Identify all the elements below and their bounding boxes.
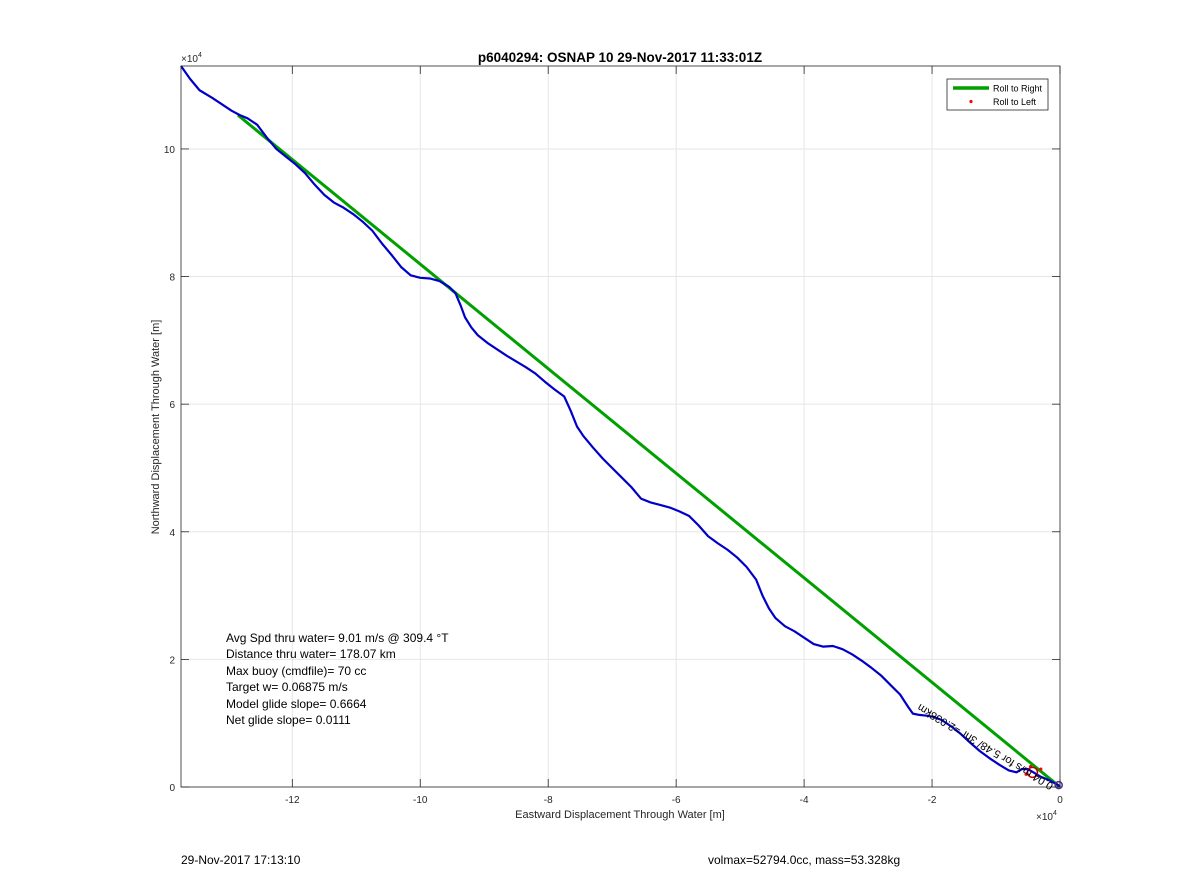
legend-label-roll-right: Roll to Right xyxy=(993,84,1043,94)
y-tick-label: 6 xyxy=(169,400,175,411)
x-tick-label: -2 xyxy=(928,795,937,806)
y-exponent-label: ×104 xyxy=(181,52,202,65)
stat-net-glide: Net glide slope= 0.0111 xyxy=(226,713,351,727)
y-tick-label: 4 xyxy=(169,528,175,539)
y-tick-label: 0 xyxy=(169,783,175,794)
legend-label-roll-left: Roll to Left xyxy=(993,97,1037,107)
x-axis-label: Eastward Displacement Through Water [m] xyxy=(515,809,725,821)
legend: Roll to Right Roll to Left xyxy=(946,78,1049,111)
chart-title: p6040294: OSNAP 10 29-Nov-2017 11:33:01Z xyxy=(478,50,762,65)
track-end-marker xyxy=(1026,766,1039,779)
y-tick-label: 8 xyxy=(169,273,175,284)
x-tick-label: -12 xyxy=(285,795,300,806)
x-tick-label: 0 xyxy=(1057,795,1063,806)
y-tick-label: 10 xyxy=(164,145,176,156)
footer-volmax-mass: volmax=52794.0cc, mass=53.328kg xyxy=(708,853,901,867)
x-tick-label: -10 xyxy=(413,795,428,806)
stat-model-glide: Model glide slope= 0.6664 xyxy=(226,697,367,711)
tick-labels: -12 -10 -8 -6 -4 -2 0 0 2 4 6 8 10 xyxy=(164,145,1063,806)
x-tick-label: -8 xyxy=(544,795,553,806)
x-tick-label: -4 xyxy=(800,795,809,806)
y-tick-label: 2 xyxy=(169,655,175,666)
series-line-track xyxy=(180,65,1061,788)
x-exponent-label: ×104 xyxy=(1036,810,1057,823)
stat-distance: Distance thru water= 178.07 km xyxy=(226,647,396,661)
x-tick-label: -6 xyxy=(672,795,681,806)
series-line-roll-right xyxy=(236,113,1061,789)
series-point-roll-left xyxy=(1039,767,1043,771)
stat-avg-speed: Avg Spd thru water= 9.01 m/s @ 309.4 °T xyxy=(226,631,449,645)
stat-max-buoy: Max buoy (cmdfile)= 70 cc xyxy=(226,664,366,678)
y-axis-label: Northward Displacement Through Water [m] xyxy=(150,320,162,535)
track-origin-marker xyxy=(1054,780,1063,790)
footer-timestamp: 29-Nov-2017 17:13:10 xyxy=(181,853,301,867)
legend-box xyxy=(946,78,1049,111)
legend-swatch-roll-left xyxy=(969,99,973,104)
series-layer xyxy=(180,65,1063,790)
plot-frame xyxy=(180,65,1061,788)
stats-block: Avg Spd thru water= 9.01 m/s @ 309.4 °T … xyxy=(226,631,449,727)
stat-target-w: Target w= 0.06875 m/s xyxy=(226,680,348,694)
